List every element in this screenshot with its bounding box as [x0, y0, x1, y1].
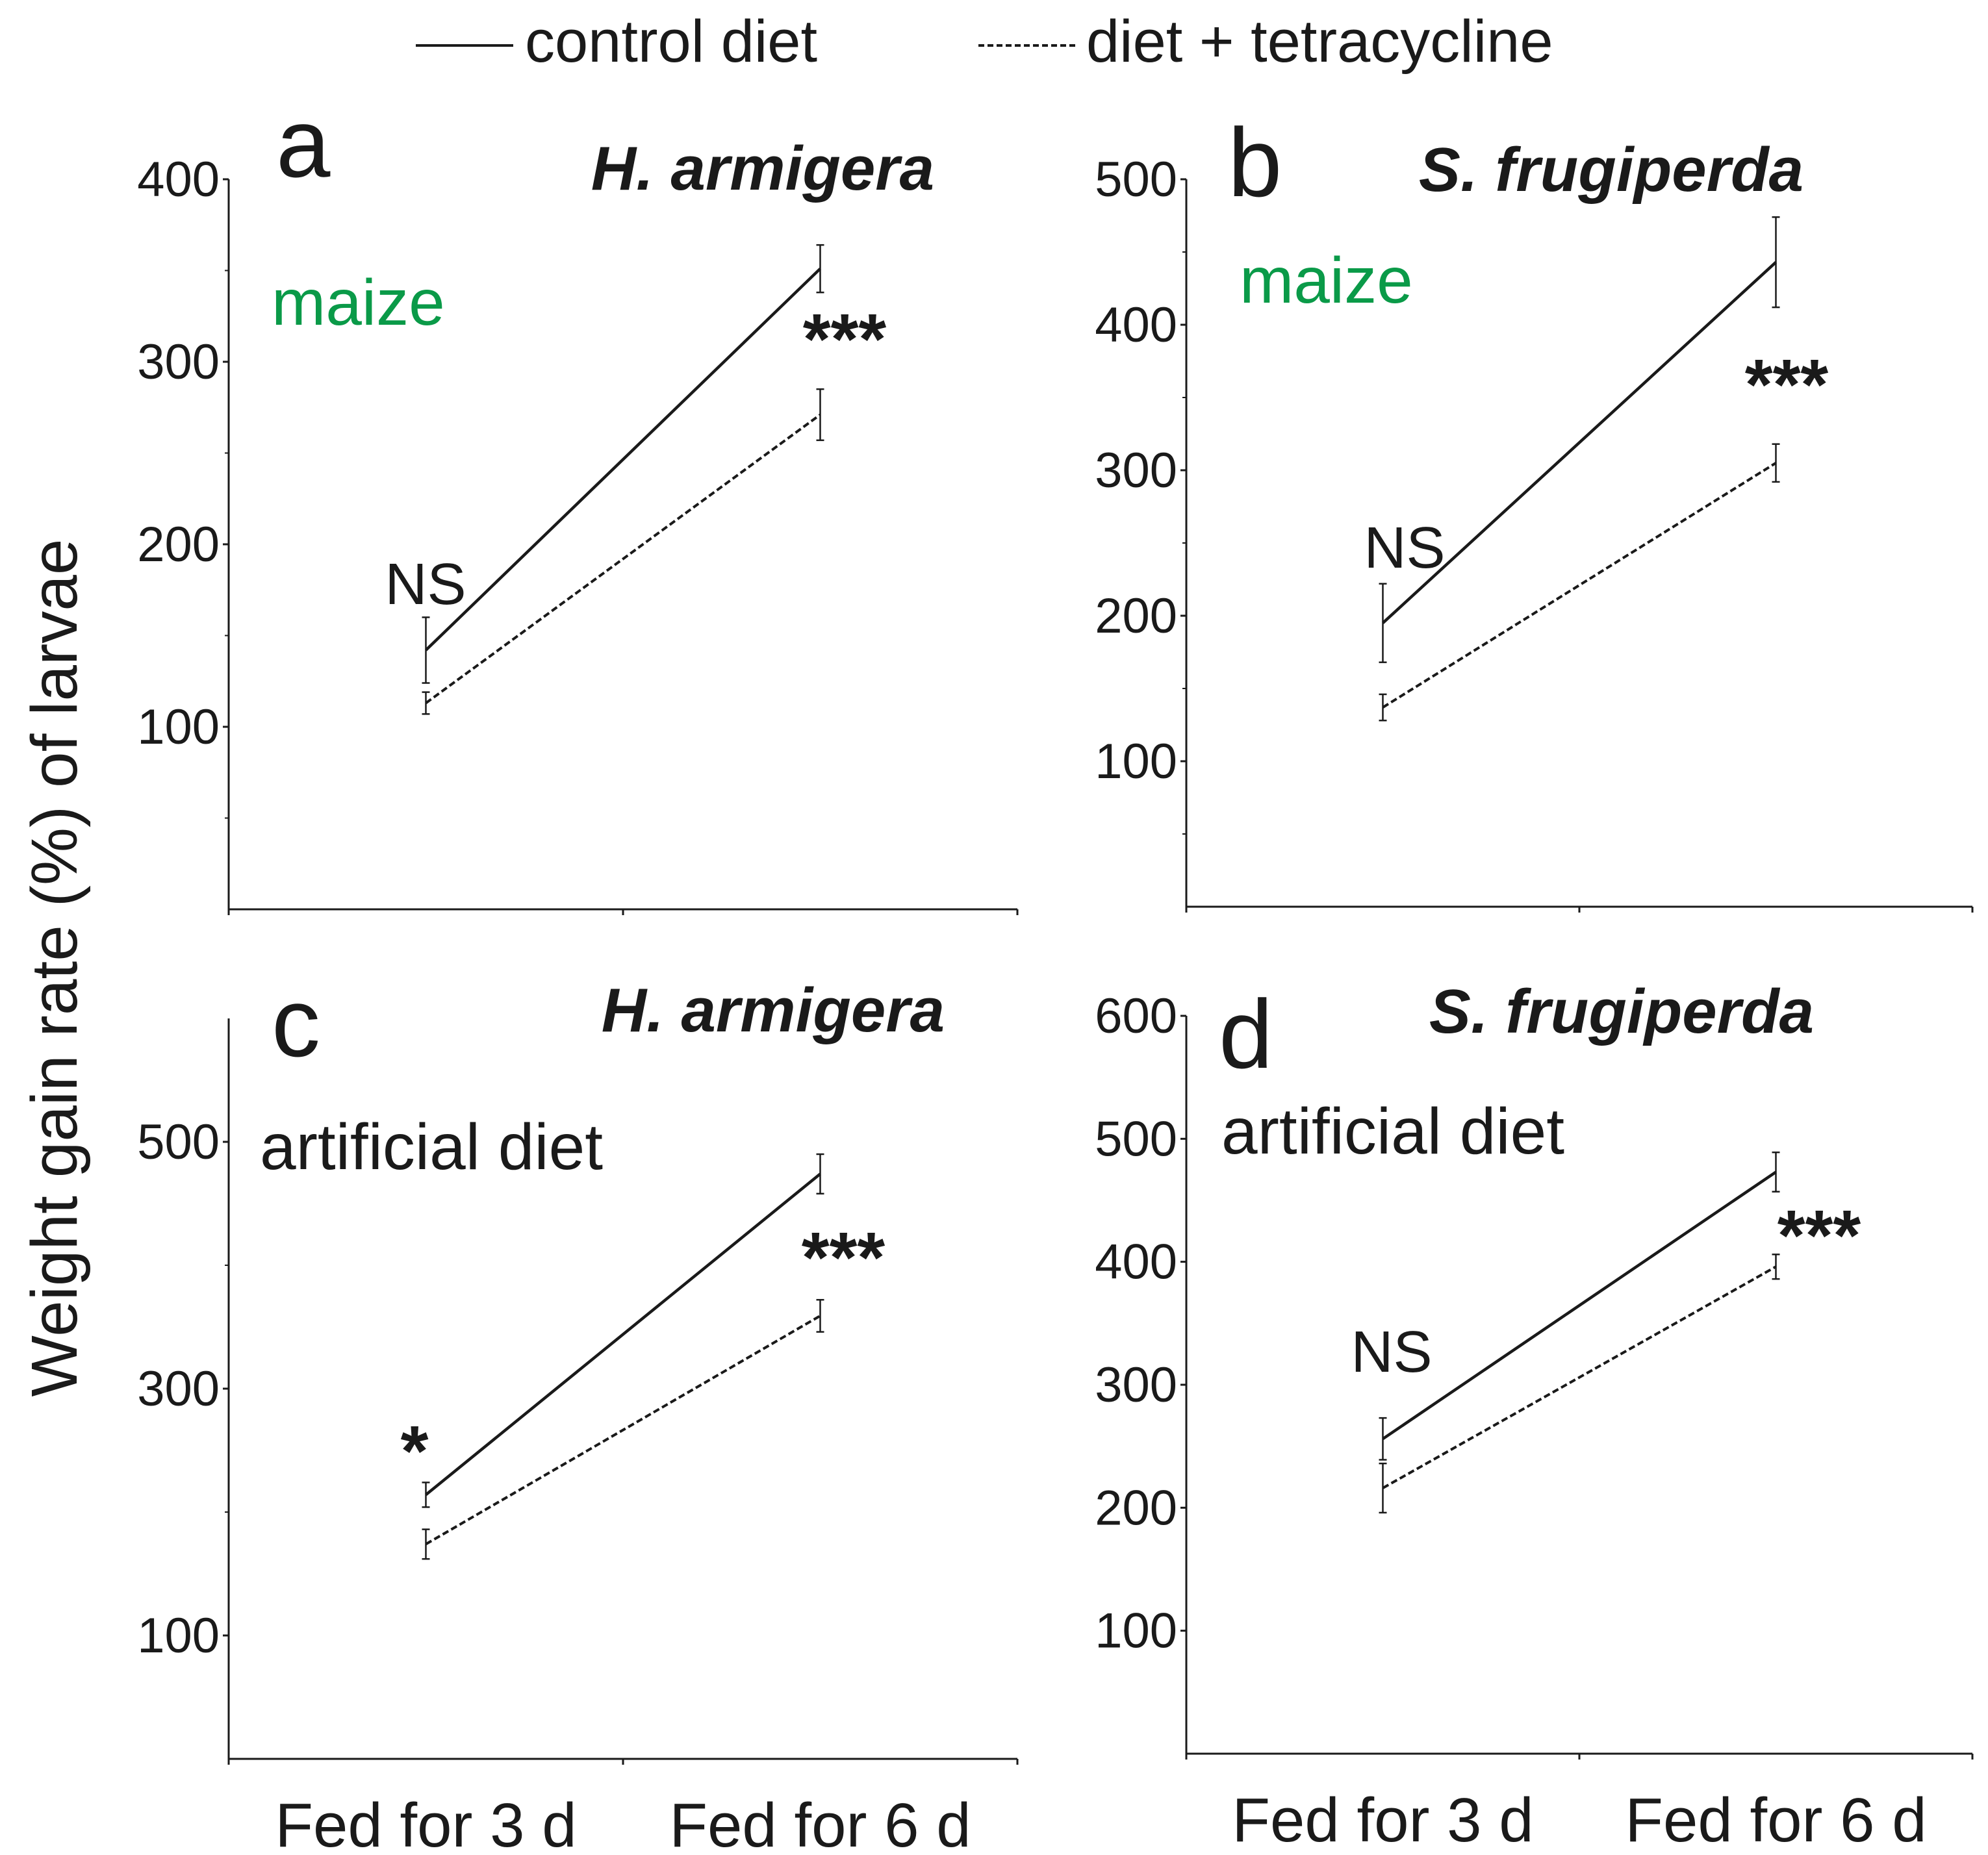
x-tick-label: Fed for 6 d — [669, 1791, 971, 1855]
x-tick-label: Fed for 6 d — [1625, 1786, 1926, 1855]
series-line-tetracycline — [425, 1315, 821, 1546]
series-line-control — [424, 268, 822, 651]
y-tick-label: 200 — [1095, 588, 1177, 644]
y-tick-label: 100 — [137, 700, 220, 755]
y-tick-label: 300 — [137, 334, 220, 390]
y-tick-label: 400 — [1095, 297, 1177, 353]
significance-label: *** — [1745, 345, 1829, 425]
significance-label: NS — [385, 552, 466, 617]
series-line-control — [1381, 261, 1778, 624]
x-tick-label: Fed for 3 d — [275, 1791, 576, 1855]
series-line-tetracycline — [1382, 1265, 1777, 1489]
y-tick-label: 100 — [137, 1608, 220, 1663]
diet-label: artificial diet — [1221, 1095, 1564, 1168]
y-tick-label: 200 — [137, 517, 220, 572]
significance-label: *** — [1778, 1196, 1861, 1276]
diet-label: maize — [1240, 244, 1413, 317]
y-tick-label: 500 — [1095, 1111, 1177, 1167]
series-line-control — [425, 1172, 821, 1496]
panel-letter: a — [276, 88, 331, 197]
y-tick-label: 400 — [137, 152, 220, 207]
diet-label: maize — [272, 266, 445, 339]
panel-title: S. frugiperda — [1419, 135, 1803, 205]
significance-label: * — [401, 1411, 429, 1491]
panel-letter: c — [272, 968, 320, 1077]
series-line-tetracycline — [425, 413, 821, 705]
y-axis-label: Weight gain rate (%) of larvae — [18, 539, 91, 1397]
legend-label-tetracycline: diet + tetracycline — [1086, 8, 1553, 75]
significance-label: *** — [802, 1218, 886, 1298]
diet-label: artificial diet — [260, 1111, 603, 1183]
panel-letter: d — [1219, 979, 1273, 1089]
x-tick-label: Fed for 3 d — [1232, 1786, 1533, 1855]
y-tick-label: 100 — [1095, 1604, 1177, 1659]
panel-letter: b — [1228, 108, 1282, 217]
y-tick-label: 500 — [1095, 152, 1177, 207]
y-tick-label: 300 — [1095, 1357, 1177, 1413]
legend-label-control: control diet — [525, 8, 817, 75]
panel-a: 100 200 300 400 a H. armigera maize NS *** — [137, 88, 1019, 915]
y-tick-label: 400 — [1095, 1235, 1177, 1290]
panel-title: H. armigera — [602, 976, 945, 1045]
y-tick-label: 500 — [137, 1115, 220, 1170]
panel-title: H. armigera — [591, 134, 934, 203]
y-tick-label: 300 — [1095, 443, 1177, 498]
series-line-control — [1382, 1170, 1777, 1441]
legend: control diet diet + tetracycline — [416, 8, 1553, 75]
panel-title: S. frugiperda — [1429, 977, 1814, 1046]
significance-label: NS — [1351, 1320, 1432, 1385]
panel-c: 100 300 500 Fed for 3 d Fed for 6 d c H. armig… — [137, 968, 1019, 1855]
series-line-tetracycline — [1382, 462, 1777, 709]
y-tick-label: 100 — [1095, 734, 1177, 789]
y-tick-label: 300 — [137, 1361, 220, 1417]
significance-label: NS — [1364, 516, 1445, 581]
significance-label: *** — [803, 299, 887, 379]
y-tick-label: 600 — [1095, 989, 1177, 1044]
y-tick-label: 200 — [1095, 1480, 1177, 1535]
panel-d: 100 200 300 400 500 600 Fed for 3 d Fed for 6 d… — [1095, 977, 1974, 1855]
